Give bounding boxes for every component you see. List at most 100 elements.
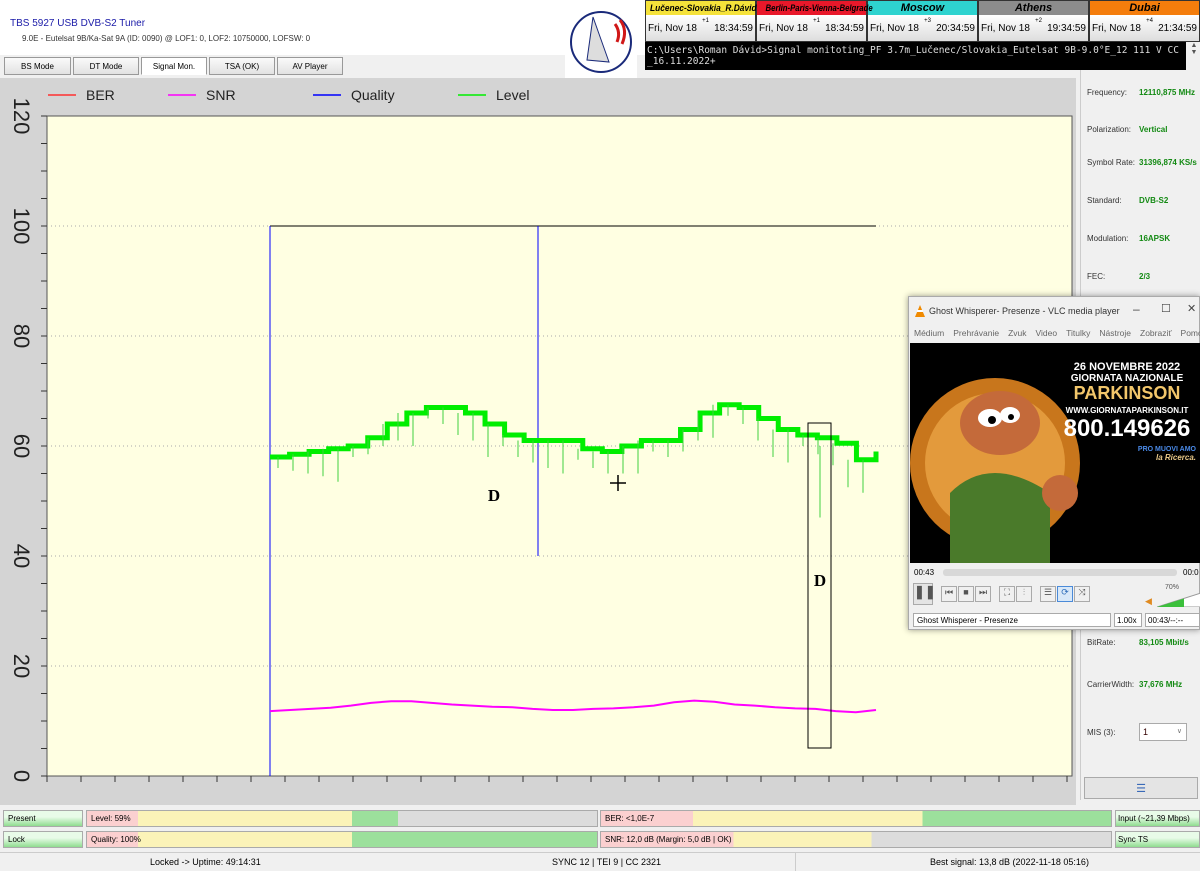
console-scrollbar[interactable]: ▲ ▼ bbox=[1188, 42, 1200, 70]
crosshair-cursor bbox=[610, 475, 626, 491]
fullscreen-button[interactable]: ⛶ bbox=[999, 586, 1015, 602]
tab-tsa[interactable]: TSA (OK) bbox=[209, 57, 275, 75]
video-area[interactable]: 26 NOVEMBRE 2022 GIORNATA NAZIONALE PARK… bbox=[910, 343, 1200, 563]
remaining-time: 00:0 bbox=[1183, 568, 1199, 577]
info-label: CarrierWidth: bbox=[1087, 680, 1135, 689]
speaker-icon[interactable]: ◀ bbox=[1145, 596, 1152, 606]
poster-promuoviamo: PRO MUOVI AMO bbox=[1137, 446, 1196, 454]
clock-city: Berlin-Paris-Vienna-Belgrade bbox=[765, 3, 873, 13]
clock-offset: +1 bbox=[813, 18, 820, 24]
tab-bs-mode[interactable]: BS Mode bbox=[4, 57, 71, 75]
vlc-menu-item[interactable]: Titulky bbox=[1066, 328, 1091, 338]
stop-button[interactable]: ■ bbox=[958, 586, 974, 602]
info-value: DVB-S2 bbox=[1139, 196, 1169, 205]
clock-city: Moscow bbox=[900, 2, 945, 14]
dxsatcs-logo: DXSATCS.COM bbox=[565, 2, 638, 90]
vlc-title: Ghost Whisperer- Presenze - VLC media pl… bbox=[929, 306, 1120, 316]
info-row: Frequency: 12110,875 MHz bbox=[1087, 88, 1199, 97]
poster-parkinson: PARKINSON bbox=[1073, 383, 1181, 404]
clock-date: Fri, Nov 18 bbox=[648, 22, 697, 34]
app-title: TBS 5927 USB DVB-S2 Tuner bbox=[10, 18, 146, 29]
shuffle-button[interactable]: ⤨ bbox=[1074, 586, 1090, 602]
info-row: BitRate: 83,105 Mbit/s bbox=[1087, 638, 1199, 647]
vlc-menu-item[interactable]: Pomocník bbox=[1180, 328, 1200, 338]
info-row: Symbol Rate: 31396,874 KS/s bbox=[1087, 158, 1199, 167]
legend-label: SNR bbox=[206, 87, 236, 103]
vlc-menu-item[interactable]: Zobraziť bbox=[1140, 328, 1172, 338]
vlc-menu-item[interactable]: Video bbox=[1035, 328, 1058, 338]
clock-offset: +3 bbox=[924, 18, 931, 24]
header: TBS 5927 USB DVB-S2 Tuner 9.0E - Eutelsa… bbox=[0, 0, 645, 55]
clock-2: Moscow Fri, Nov 18 +3 20:34:59 bbox=[867, 0, 978, 42]
seek-bar[interactable] bbox=[943, 569, 1177, 576]
clock-date: Fri, Nov 18 bbox=[981, 22, 1030, 34]
info-label: Frequency: bbox=[1087, 88, 1128, 97]
clock-3: Athens Fri, Nov 18 +2 19:34:59 bbox=[978, 0, 1089, 42]
playlist-item[interactable]: Ghost Whisperer - Presenze bbox=[913, 613, 1111, 627]
vlc-menu-item[interactable]: Zvuk bbox=[1008, 328, 1027, 338]
panel-toggle-button[interactable]: ☰ bbox=[1084, 777, 1198, 799]
info-label: Modulation: bbox=[1087, 234, 1129, 243]
info-label: BitRate: bbox=[1087, 638, 1116, 647]
clock-city: Dubai bbox=[1129, 2, 1160, 14]
previous-button[interactable]: ⏮ bbox=[941, 586, 957, 602]
legend-label: Quality bbox=[351, 87, 395, 103]
mis-select[interactable]: 1 ∨ bbox=[1139, 723, 1187, 741]
snr-bar: SNR: 12,0 dB (Margin: 5,0 dB | OK) bbox=[600, 831, 1112, 848]
y-tick-label: 120 bbox=[9, 98, 34, 135]
pause-button[interactable]: ❚❚ bbox=[913, 583, 936, 605]
input-indicator: Input (~21,39 Mbps) bbox=[1115, 810, 1200, 827]
poster-date: 26 NOVEMBRE 2022 bbox=[1073, 361, 1181, 373]
vlc-menu-bar: Médium Prehrávanie Zvuk Video Titulky Nástroj… bbox=[914, 328, 1200, 338]
clock-time: 21:34:59 bbox=[1158, 22, 1197, 34]
vlc-window[interactable]: Ghost Whisperer- Presenze - VLC media pl… bbox=[908, 296, 1200, 630]
vlc-menu-item[interactable]: Nástroje bbox=[1099, 328, 1131, 338]
close-button[interactable]: ✕ bbox=[1187, 303, 1197, 315]
info-label: Polarization: bbox=[1087, 125, 1132, 134]
info-label: Standard: bbox=[1087, 196, 1122, 205]
minimize-button[interactable]: – bbox=[1133, 302, 1140, 316]
tab-av-player[interactable]: AV Player bbox=[277, 57, 343, 75]
status-bar: Locked -> Uptime: 49:14:31 SYNC 12 | TEI… bbox=[0, 852, 1200, 871]
level-label: Level: 59% bbox=[91, 814, 131, 823]
clock-4: Dubai Fri, Nov 18 +4 21:34:59 bbox=[1089, 0, 1200, 42]
annotation-d: D bbox=[488, 486, 500, 505]
playback-speed[interactable]: 1.00x bbox=[1114, 613, 1142, 627]
loop-button[interactable]: ⟳ bbox=[1057, 586, 1073, 602]
world-clocks: Lučenec-Slovakia_R.Dávid Fri, Nov 18 +1 18… bbox=[645, 0, 1200, 42]
maximize-button[interactable]: ☐ bbox=[1161, 303, 1171, 315]
info-row: CarrierWidth: 37,676 MHz bbox=[1087, 680, 1199, 689]
clock-offset: +1 bbox=[702, 18, 709, 24]
info-row: FEC: 2/3 bbox=[1087, 272, 1199, 281]
elapsed-time: 00:43 bbox=[914, 568, 935, 577]
present-indicator: Present bbox=[3, 810, 83, 827]
poster-phone: 800.149626 bbox=[1063, 414, 1191, 442]
y-tick-label: 40 bbox=[9, 544, 34, 568]
info-row: Polarization: Vertical bbox=[1087, 125, 1199, 134]
chevron-down-icon: ∨ bbox=[1176, 728, 1182, 735]
poster-url: WWW.GIORNATAPARKINSON.IT bbox=[1065, 405, 1189, 415]
tab-signal-mon[interactable]: Signal Mon. bbox=[141, 57, 207, 75]
time-display[interactable]: 00:43/--:-- bbox=[1145, 613, 1200, 627]
volume-slider[interactable] bbox=[1157, 593, 1200, 607]
sync-ts-indicator: Sync TS bbox=[1115, 831, 1200, 848]
y-tick-label: 60 bbox=[9, 434, 34, 458]
tab-dt-mode[interactable]: DT Mode bbox=[73, 57, 139, 75]
y-tick-label: 80 bbox=[9, 324, 34, 348]
y-tick-label: 20 bbox=[9, 654, 34, 678]
console-window: C:\Users\Roman Dávid>Signal monitoting_P… bbox=[645, 42, 1186, 70]
vlc-cone-icon bbox=[915, 305, 925, 317]
snr-line bbox=[269, 699, 877, 714]
vlc-menu-item[interactable]: Prehrávanie bbox=[953, 328, 1000, 338]
clock-time: 18:34:59 bbox=[714, 22, 753, 34]
playlist-button[interactable]: ☰ bbox=[1040, 586, 1056, 602]
y-tick-label: 100 bbox=[9, 208, 34, 245]
next-button[interactable]: ⏭ bbox=[975, 586, 991, 602]
equalizer-button[interactable]: ⫶ bbox=[1016, 586, 1032, 602]
vlc-menu-item[interactable]: Médium bbox=[914, 328, 945, 338]
clock-date: Fri, Nov 18 bbox=[759, 22, 808, 34]
info-value: Vertical bbox=[1139, 125, 1168, 134]
level-bar: Level: 59% bbox=[86, 810, 598, 827]
mis-value: 1 bbox=[1143, 727, 1149, 737]
clock-time: 19:34:59 bbox=[1047, 22, 1086, 34]
